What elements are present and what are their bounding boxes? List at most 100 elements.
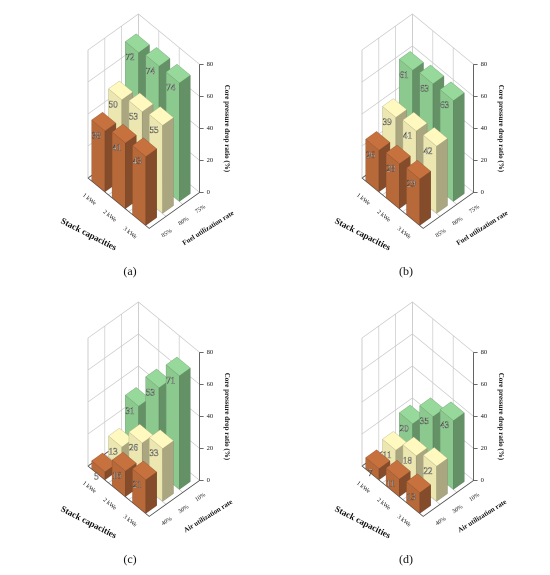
z-axis-title: Core pressure drop ratio (%) — [497, 373, 505, 461]
z-tick-label: 40 — [481, 125, 488, 132]
bar-face-top — [148, 106, 174, 126]
z-tick-label: 40 — [481, 413, 488, 420]
x-tick-label: 3 kWe — [122, 514, 138, 529]
z-tick-label: 60 — [481, 93, 488, 100]
bar: 43 — [439, 401, 465, 490]
y-tick-label: 10% — [194, 492, 207, 503]
x-tick-label: 3 kWe — [396, 514, 412, 529]
bar-face-top — [124, 33, 150, 53]
bar-value-label: 43 — [440, 420, 450, 430]
bar-face-side — [145, 148, 157, 226]
bar-value-label: 72 — [125, 52, 134, 62]
x-axis-title: Stack capacities — [59, 216, 119, 253]
bar-face-top — [385, 459, 411, 480]
bar-face-top — [108, 80, 134, 101]
bar-face-top — [165, 63, 191, 84]
bar-value-label: 63 — [440, 100, 450, 110]
z-tick-label: 0 — [481, 477, 484, 484]
bar-value-label: 21 — [133, 479, 142, 489]
bar: 21 — [132, 460, 158, 514]
x-tick-label: 1 kWe — [81, 481, 97, 496]
z-tick-label: 20 — [481, 157, 488, 164]
z-axis-title: Core pressure drop ratio (%) — [223, 373, 231, 461]
bar-face-side — [453, 92, 465, 202]
bar-value-label: 63 — [420, 83, 430, 93]
bar-value-label: 53 — [129, 111, 139, 121]
bar-face-top — [91, 111, 117, 132]
bar-value-label: 33 — [149, 448, 159, 458]
bar-face-side — [179, 74, 191, 202]
x-tick-label: 3 kWe — [396, 226, 412, 241]
y-tick-label: 80% — [452, 216, 465, 227]
x-axis-title: Stack capacities — [333, 216, 393, 253]
z-tick-label: 80 — [481, 61, 488, 68]
y-tick-label: 40% — [435, 516, 448, 527]
bar-face-top — [132, 137, 158, 157]
x-tick-label: 1 kWe — [355, 193, 371, 208]
x-tick-label: 2 kWe — [376, 497, 392, 512]
bar-value-label: 43 — [133, 156, 143, 166]
y-tick-label: 85% — [161, 228, 174, 239]
panel-label: (b) — [399, 264, 413, 278]
bar-face-top — [439, 81, 465, 101]
y-tick-label: 40% — [161, 516, 174, 527]
x-axis-title: Stack capacities — [333, 504, 393, 541]
bar-face-top — [165, 356, 191, 377]
x-tick-label: 2 kWe — [102, 497, 118, 512]
bar-value-label: 71 — [166, 375, 175, 385]
bar-value-label: 39 — [383, 117, 393, 127]
y-tick-label: 75% — [194, 204, 207, 215]
bar-face-top — [398, 51, 424, 71]
bar-value-label: 28 — [386, 163, 396, 173]
bar-value-label: 5 — [94, 471, 99, 481]
bar-face-top — [128, 92, 154, 113]
bar-value-label: 22 — [423, 466, 432, 476]
z-axis-title: Core pressure drop ratio (%) — [497, 85, 505, 173]
y-axis-title: Air utilization rate — [456, 498, 508, 534]
bar-value-label: 74 — [166, 83, 176, 93]
bar-value-label: 35 — [420, 416, 430, 426]
bar-value-label: 50 — [109, 99, 119, 109]
bar-face-top — [422, 447, 448, 467]
x-tick-label: 2 kWe — [102, 209, 118, 224]
z-tick-label: 40 — [207, 413, 214, 420]
bar-value-label: 53 — [146, 387, 156, 397]
x-tick-label: 2 kWe — [376, 209, 392, 224]
bar-face-top — [439, 401, 465, 421]
bar-value-label: 41 — [403, 131, 412, 141]
y-axis-title: Fuel utilization rate — [455, 209, 509, 247]
bar-value-label: 61 — [399, 70, 408, 80]
z-tick-label: 20 — [207, 157, 214, 164]
bar-face-side — [453, 412, 465, 490]
y-tick-label: 30% — [452, 504, 465, 515]
bar-face-top — [402, 111, 428, 132]
y-tick-label: 80% — [178, 216, 191, 227]
bar-face-side — [162, 440, 174, 502]
bar-value-label: 74 — [146, 66, 156, 76]
z-tick-label: 80 — [481, 349, 488, 356]
x-tick-label: 3 kWe — [122, 226, 138, 241]
bar-face-top — [382, 98, 408, 118]
bar-value-label: 26 — [129, 443, 139, 453]
bar-face-side — [162, 117, 174, 214]
bar-value-label: 38 — [92, 131, 102, 141]
z-tick-label: 20 — [207, 445, 214, 452]
y-tick-label: 75% — [468, 204, 481, 215]
bar-face-top — [406, 473, 432, 493]
bar-value-label: 13 — [407, 492, 417, 502]
bar-face-top — [111, 123, 137, 144]
bar-face-side — [179, 367, 191, 490]
bar-face-top — [132, 460, 158, 481]
bar-value-label: 20 — [399, 423, 409, 433]
bar-value-label: 16 — [112, 471, 122, 481]
bar-face-top — [402, 436, 428, 457]
y-tick-label: 30% — [178, 504, 191, 515]
bar: 29 — [406, 159, 432, 226]
panel-label: (d) — [399, 552, 413, 566]
bar-value-label: 42 — [423, 146, 432, 156]
z-tick-label: 80 — [207, 349, 214, 356]
bar-face-top — [365, 131, 391, 151]
bar-value-label: 29 — [407, 179, 417, 189]
bar-face-top — [111, 451, 137, 472]
